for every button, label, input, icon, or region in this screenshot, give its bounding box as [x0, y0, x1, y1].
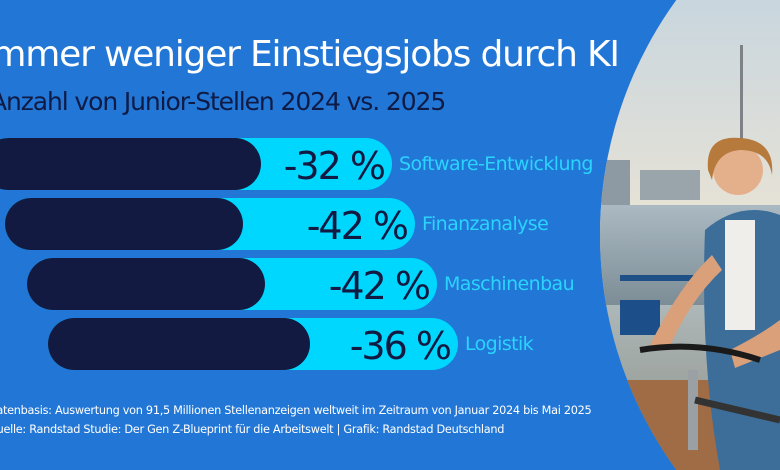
bar-2025	[5, 198, 243, 250]
bar-value-label: -42 %	[328, 264, 431, 308]
photo-bike-handlebar	[639, 343, 761, 363]
photo-bike-frame	[688, 370, 698, 450]
photo-skyline	[600, 160, 630, 205]
bar-value-label: -42 %	[306, 204, 409, 248]
bar-2025	[48, 318, 311, 370]
bar-2025	[27, 258, 265, 310]
category-label: Logistik	[465, 333, 534, 355]
chart-subtitle: Anzahl von Junior-Stellen 2024 vs. 2025	[0, 87, 446, 116]
photo-pole	[740, 45, 743, 155]
photo-person-head	[713, 145, 763, 195]
chart-title: Immer weniger Einstiegsjobs durch KI	[0, 34, 620, 75]
photo-person-hair	[707, 137, 773, 180]
footnote-source: Quelle: Randstad Studie: Der Gen Z-Bluep…	[0, 423, 505, 436]
category-label: Software-Entwicklung	[399, 153, 593, 175]
footnote-data-basis: Datenbasis: Auswertung von 91,5 Millione…	[0, 404, 592, 417]
bar-value-label: -36 %	[349, 324, 452, 368]
bar-2025	[0, 138, 261, 190]
bar-value-label: -32 %	[283, 144, 386, 188]
category-label: Maschinenbau	[444, 273, 575, 295]
photo-railing	[620, 275, 740, 281]
category-label: Finanzanalyse	[422, 213, 549, 235]
